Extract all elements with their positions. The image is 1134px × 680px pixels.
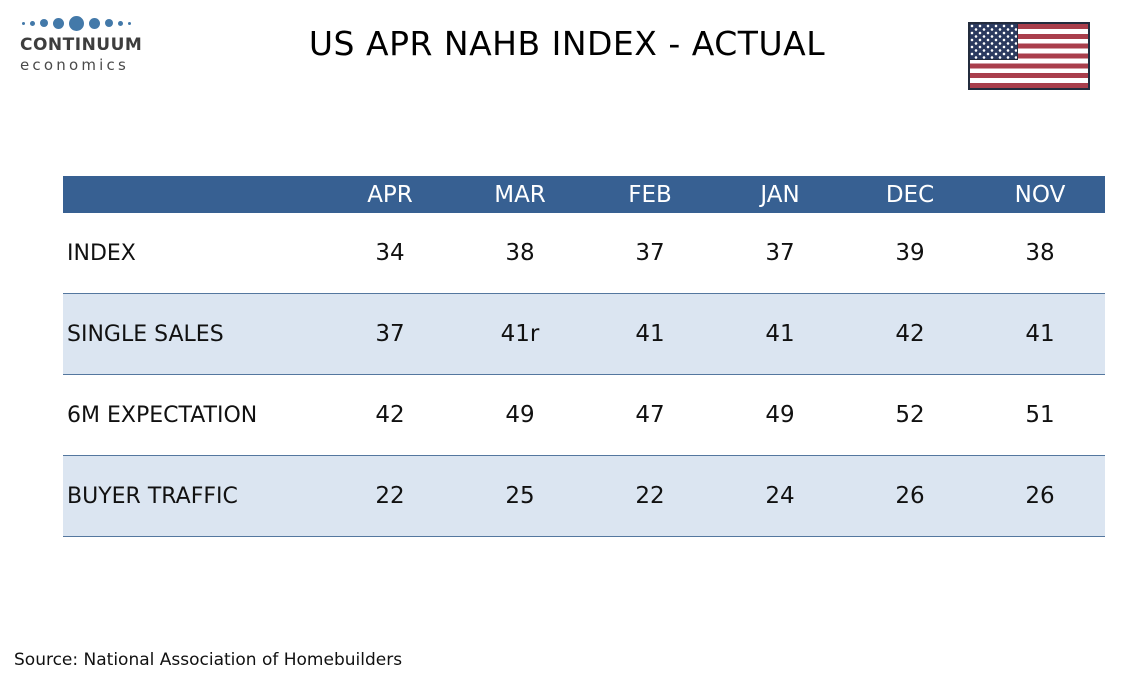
column-header-apr: APR [325, 176, 455, 213]
page-title: US APR NAHB INDEX - ACTUAL [308, 24, 826, 63]
cell-value: 49 [765, 402, 795, 428]
cell-value: 42 [375, 402, 405, 428]
table-row: 6M EXPECTATION 42 49 47 49 52 51 [63, 375, 1105, 456]
logo-subtitle: economics [20, 56, 129, 74]
row-label: INDEX [67, 240, 136, 266]
cell-value: 26 [845, 455, 975, 537]
cell-value: 38 [1025, 240, 1055, 266]
row-label: SINGLE SALES [63, 293, 325, 375]
cell-value: 41 [585, 293, 715, 375]
cell-value: 22 [325, 455, 455, 537]
nahb-data-table: APR MAR FEB JAN DEC NOV INDEX 34 38 37 3… [63, 176, 1105, 537]
table-header-row: APR MAR FEB JAN DEC NOV [63, 176, 1105, 213]
us-flag-icon [968, 22, 1090, 90]
cell-value: 47 [635, 402, 665, 428]
cell-value: 42 [845, 293, 975, 375]
table-row: INDEX 34 38 37 37 39 38 [63, 213, 1105, 294]
logo-dots-icon [22, 14, 160, 32]
header-band: CONTINUUM economics US APR NAHB INDEX - … [0, 0, 1134, 110]
row-label: BUYER TRAFFIC [63, 455, 325, 537]
cell-value: 51 [1025, 402, 1055, 428]
table-row: BUYER TRAFFIC 22 25 22 24 26 26 [63, 455, 1105, 537]
cell-value: 26 [975, 455, 1105, 537]
cell-value: 41 [715, 293, 845, 375]
cell-value: 49 [505, 402, 535, 428]
cell-value: 41r [455, 293, 585, 375]
cell-value: 38 [505, 240, 535, 266]
column-header-nov: NOV [975, 176, 1105, 213]
cell-value: 37 [765, 240, 795, 266]
table-row: SINGLE SALES 37 41r 41 41 42 41 [63, 293, 1105, 375]
column-header-dec: DEC [845, 176, 975, 213]
cell-value: 37 [635, 240, 665, 266]
source-attribution: Source: National Association of Homebuil… [14, 650, 403, 670]
cell-value: 34 [375, 240, 405, 266]
cell-value: 25 [455, 455, 585, 537]
us-flag-canton [970, 24, 1018, 60]
cell-value: 41 [975, 293, 1105, 375]
cell-value: 24 [715, 455, 845, 537]
continuum-economics-logo: CONTINUUM economics [20, 14, 160, 74]
column-header-mar: MAR [455, 176, 585, 213]
column-header-feb: FEB [585, 176, 715, 213]
logo-wordmark: CONTINUUM [20, 35, 143, 55]
cell-value: 52 [895, 402, 925, 428]
table-header-corner [63, 176, 325, 213]
cell-value: 39 [895, 240, 925, 266]
column-header-jan: JAN [715, 176, 845, 213]
row-label: 6M EXPECTATION [67, 402, 258, 428]
cell-value: 22 [585, 455, 715, 537]
cell-value: 37 [325, 293, 455, 375]
